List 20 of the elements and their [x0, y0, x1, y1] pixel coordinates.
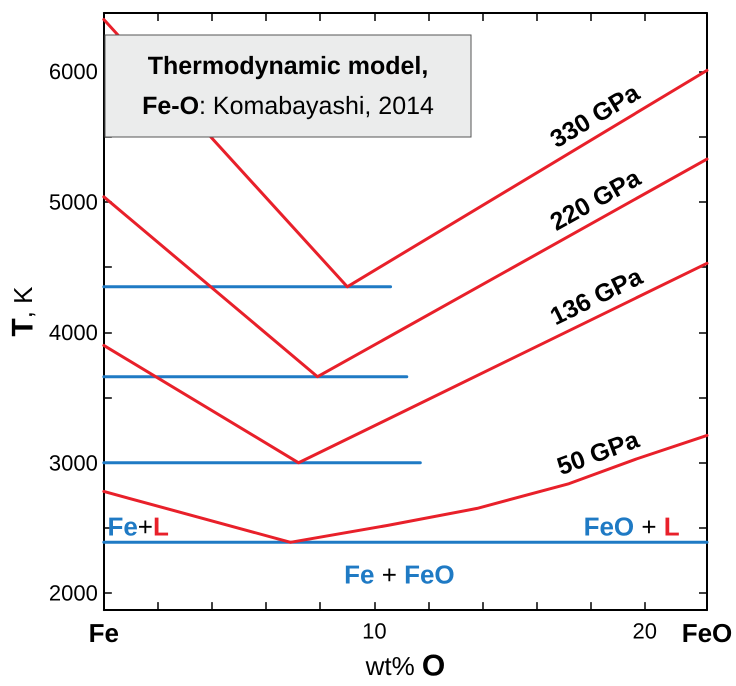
- x-tick-label: FeO: [682, 618, 732, 648]
- y-tick-label: 3000: [48, 450, 98, 476]
- y-axis-title: T, K: [6, 286, 40, 337]
- y-tick-label: 2000: [48, 580, 98, 606]
- annotation: Fe+L: [107, 512, 169, 542]
- x-tick-label: 20: [632, 618, 658, 644]
- text: Thermodynamic model, Fe-O: Komabayashi, 2014: [142, 52, 434, 120]
- annotation: FeO + L: [584, 512, 680, 542]
- annotation: Fe + FeO: [344, 559, 455, 590]
- x-tick-label: 10: [362, 618, 387, 644]
- y-tick-label: 5000: [48, 190, 98, 215]
- text: 330 GPa: [545, 78, 646, 154]
- text: 50 GPa: [553, 425, 644, 482]
- text: 220 GPa: [546, 163, 646, 236]
- text: 136 GPa: [546, 262, 648, 331]
- x-axis-title: wt% O: [364, 650, 446, 682]
- line-series: [102, 434, 708, 544]
- y-tick-label: 6000: [48, 59, 98, 84]
- x-tick-label: Fe: [88, 618, 120, 648]
- y-tick-label: 4000: [48, 320, 98, 345]
